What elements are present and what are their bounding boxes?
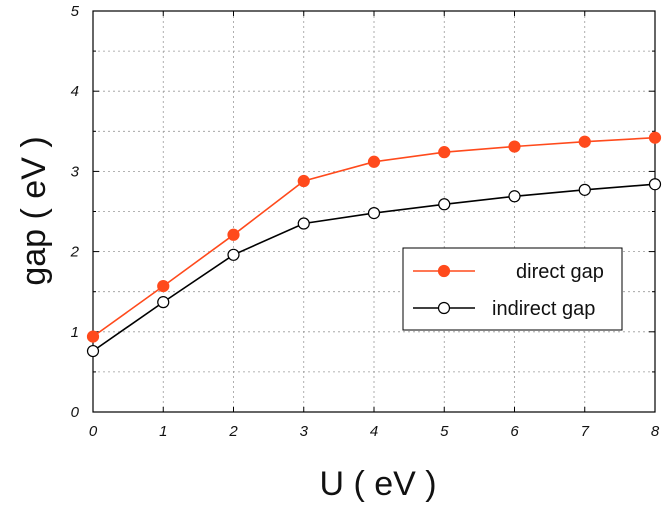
data-point-direct [86,330,100,343]
legend-label-indirect: indirect gap [492,298,595,320]
data-point-indirect [86,344,100,358]
data-point-indirect [648,178,662,191]
y-axis-label: gap ( eV ) [15,136,53,285]
y-tick-label: 4 [71,83,79,100]
y-tick-label: 1 [71,324,79,341]
legend-box [402,247,623,331]
x-tick-label: 5 [440,423,449,440]
data-point-indirect [297,217,310,230]
data-point-direct [157,279,170,293]
x-tick-label: 1 [159,423,167,440]
data-point-indirect [227,248,240,261]
data-point-direct [227,228,240,241]
data-point-direct [508,140,521,153]
x-tick-label: 8 [651,423,660,440]
x-tick-label: 4 [370,423,378,440]
data-point-direct [367,155,381,168]
data-point-indirect [578,183,591,196]
x-tick-label: 7 [581,423,590,440]
legend: direct gap indirect gap [402,247,623,331]
y-tick-label: 0 [71,404,80,421]
legend-marker-direct [437,264,451,278]
data-point-indirect [367,207,381,220]
data-point-direct [297,174,310,188]
data-point-indirect [157,296,170,309]
data-point-direct [438,146,451,159]
x-tick-label: 0 [89,423,98,440]
data-point-indirect [508,190,521,203]
data-point-direct [578,135,591,148]
x-axis-label: U ( eV ) [319,465,436,503]
legend-label-direct: direct gap [516,261,604,283]
x-tick-label: 6 [510,423,519,440]
data-point-indirect [438,198,451,211]
x-tick-label: 2 [228,423,238,440]
y-tick-label: 2 [70,244,80,261]
y-tick-label: 3 [71,163,80,180]
legend-marker-indirect [437,301,451,315]
x-tick-label: 3 [300,423,309,440]
y-tick-labels: 0 1 2 3 4 5 [70,3,80,421]
data-point-direct [648,131,662,144]
axis-ticks [92,10,656,413]
y-tick-label: 5 [71,3,80,20]
x-tick-labels: 0 1 2 3 4 5 6 7 8 [89,423,660,440]
series-layer [86,131,662,358]
